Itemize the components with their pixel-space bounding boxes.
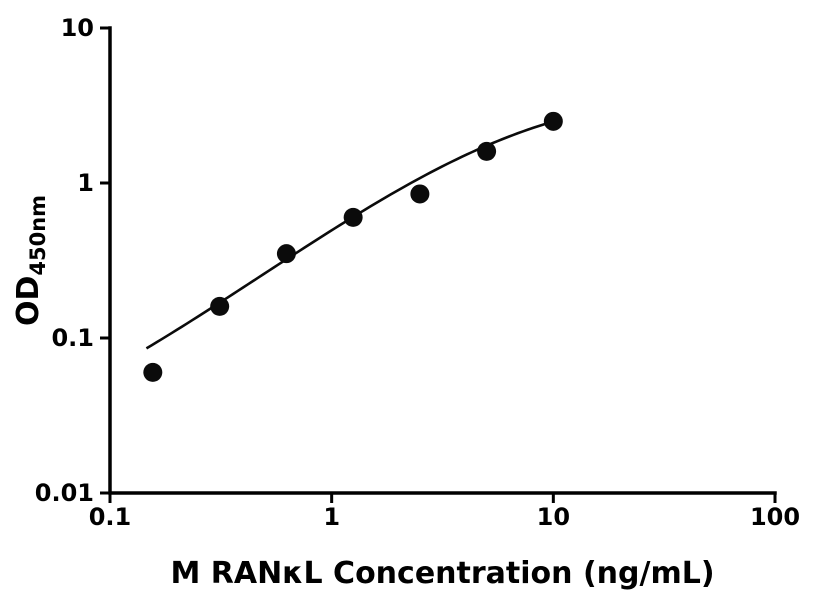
y-tick-label: 1: [77, 169, 94, 197]
y-axis-title: OD450nm: [11, 195, 50, 326]
y-tick-label: 0.01: [35, 479, 94, 507]
data-point: [343, 207, 363, 227]
x-tick-label: 1: [323, 503, 340, 531]
data-point: [477, 141, 497, 161]
data-point: [543, 111, 563, 131]
x-tick-label: 100: [750, 503, 800, 531]
x-axis-title: M RANκL Concentration (ng/mL): [170, 556, 714, 591]
data-point: [210, 296, 230, 316]
y-tick-label: 0.1: [51, 324, 94, 352]
data-point: [276, 244, 296, 264]
x-tick-label: 0.1: [89, 503, 132, 531]
y-tick-label: 10: [61, 14, 94, 42]
data-point: [410, 184, 430, 204]
axes: [108, 26, 777, 495]
data-point: [143, 362, 163, 382]
x-tick-label: 10: [537, 503, 570, 531]
